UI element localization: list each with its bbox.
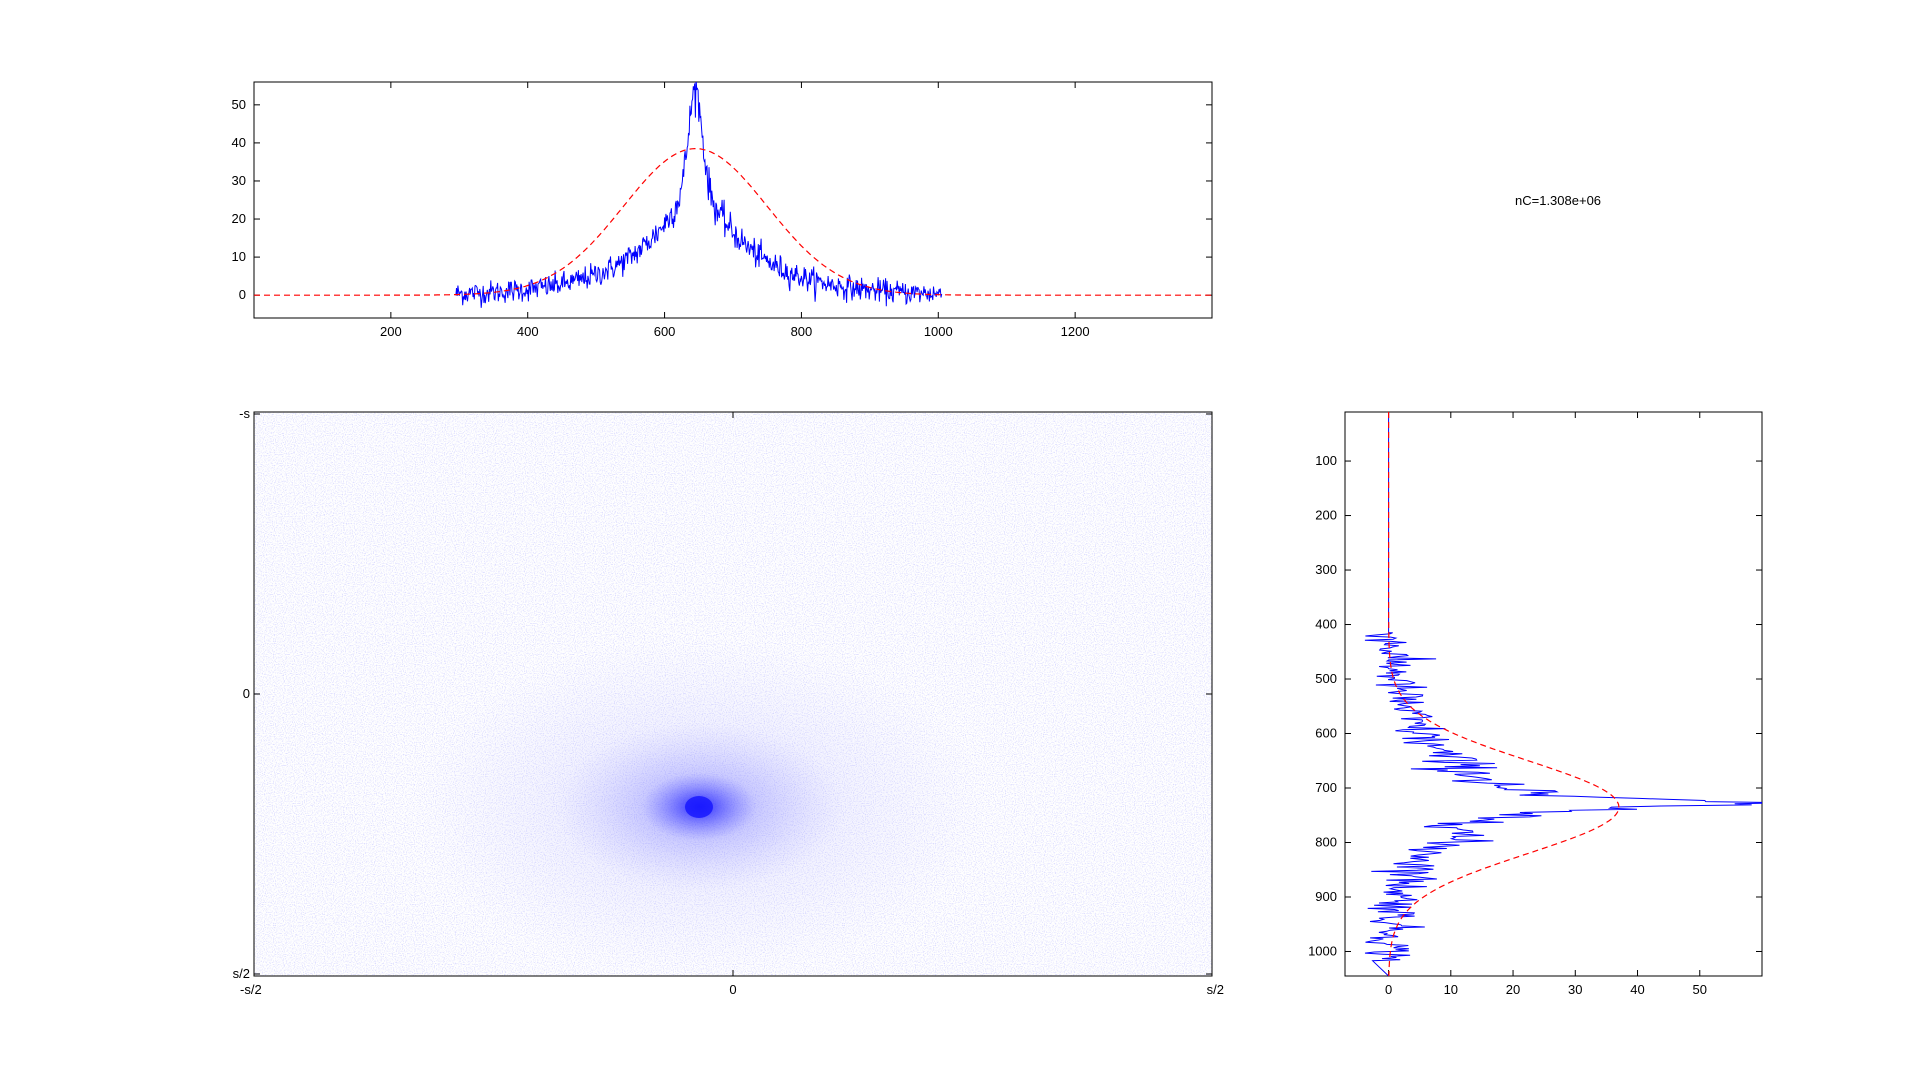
top-xtick-label: 800 xyxy=(791,324,813,339)
image-map-chart: -s/2 0 s/2 -s 0 s/2 xyxy=(233,406,1224,997)
side-profile-chart: 0 10 20 30 40 50 1002003004005006007008009001… xyxy=(1308,411,1763,997)
top-ytick-label: 30 xyxy=(232,173,246,188)
top-xtick-label: 200 xyxy=(380,324,402,339)
side-ytick-label: 200 xyxy=(1315,508,1337,523)
side-xtick-label: 50 xyxy=(1693,982,1707,997)
image-xtick-label: -s/2 xyxy=(240,982,262,997)
image-ytick-label: s/2 xyxy=(233,966,250,981)
top-xtick-label: 400 xyxy=(517,324,539,339)
side-xtick-label: 30 xyxy=(1568,982,1582,997)
side-xtick-label: 0 xyxy=(1385,982,1392,997)
side-fit-line xyxy=(1388,412,1620,976)
side-ytick-label: 500 xyxy=(1315,671,1337,686)
side-ytick-label: 800 xyxy=(1315,834,1337,849)
image-xtick-label: 0 xyxy=(729,982,736,997)
side-ytick-label: 100 xyxy=(1315,453,1337,468)
side-ytick-label: 300 xyxy=(1315,562,1337,577)
side-ytick-label: 900 xyxy=(1315,889,1337,904)
image-ticks: -s/2 0 s/2 -s 0 s/2 xyxy=(233,406,1224,997)
top-profile-chart: 200 400 600 800 1000 1200 0 10 20 30 40 50 xyxy=(232,81,1213,339)
side-ytick-label: 600 xyxy=(1315,726,1337,741)
side-ytick-label: 700 xyxy=(1315,780,1337,795)
top-xtick-label: 1200 xyxy=(1061,324,1090,339)
image-ytick-label: -s xyxy=(239,406,250,421)
nc-annotation: nC=1.308e+06 xyxy=(1515,193,1601,208)
image-ytick-label: 0 xyxy=(243,686,250,701)
top-xtick-label: 600 xyxy=(654,324,676,339)
top-ytick-label: 10 xyxy=(232,249,246,264)
top-ytick-label: 20 xyxy=(232,211,246,226)
top-ytick-label: 0 xyxy=(239,287,246,302)
side-measured-line xyxy=(1364,412,1762,976)
top-measured-line xyxy=(455,82,943,308)
image-hotspot-glow xyxy=(254,412,1212,976)
top-x-ticks: 200 400 600 800 1000 1200 xyxy=(380,82,1090,339)
image-xtick-label: s/2 xyxy=(1207,982,1224,997)
top-ytick-label: 50 xyxy=(232,97,246,112)
top-plot-frame xyxy=(253,81,1213,319)
side-xtick-label: 20 xyxy=(1506,982,1520,997)
side-y-ticks: 100 200 300 400 500 600 700 800 900 1000 xyxy=(1308,453,1762,958)
side-ytick-label: 400 xyxy=(1315,617,1337,632)
side-ytick-label: 1000 xyxy=(1308,943,1337,958)
image-hotspot-core xyxy=(685,796,713,818)
top-ytick-label: 40 xyxy=(232,135,246,150)
side-xtick-label: 40 xyxy=(1630,982,1644,997)
side-xtick-label: 10 xyxy=(1444,982,1458,997)
top-xtick-label: 1000 xyxy=(924,324,953,339)
